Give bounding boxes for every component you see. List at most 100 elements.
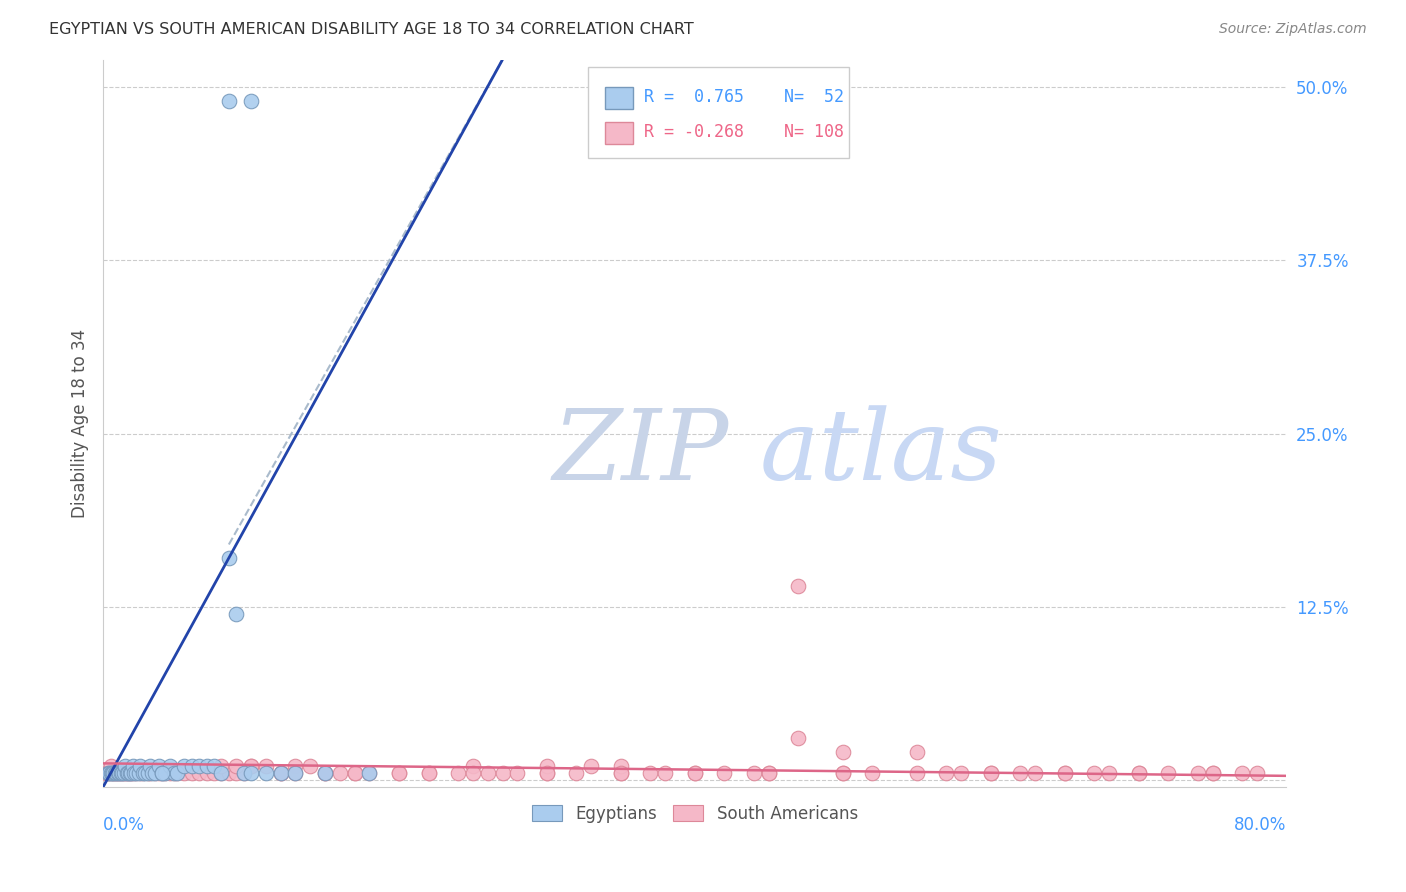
- Text: Source: ZipAtlas.com: Source: ZipAtlas.com: [1219, 22, 1367, 37]
- Point: [225, 759, 247, 773]
- Point: [980, 766, 1002, 780]
- Point: [98, 766, 121, 780]
- Point: [1024, 766, 1046, 780]
- Point: [150, 766, 173, 780]
- Point: [1187, 766, 1209, 780]
- Point: [163, 766, 186, 780]
- Point: [101, 766, 124, 780]
- Point: [536, 766, 558, 780]
- Point: [254, 766, 277, 780]
- Point: [101, 766, 124, 780]
- Point: [166, 766, 188, 780]
- Point: [121, 759, 143, 773]
- Point: [831, 766, 853, 780]
- Text: R =  0.765    N=  52: R = 0.765 N= 52: [644, 88, 844, 106]
- Point: [787, 731, 810, 746]
- Point: [1053, 766, 1076, 780]
- Point: [100, 759, 122, 773]
- Point: [284, 766, 307, 780]
- Point: [211, 766, 233, 780]
- Point: [173, 766, 195, 780]
- Point: [94, 766, 117, 780]
- Point: [100, 766, 122, 780]
- FancyBboxPatch shape: [605, 122, 633, 144]
- Point: [139, 759, 162, 773]
- Point: [173, 759, 195, 773]
- Point: [831, 745, 853, 759]
- Point: [240, 759, 263, 773]
- Point: [129, 759, 152, 773]
- Point: [105, 766, 128, 780]
- Point: [107, 766, 129, 780]
- Point: [159, 759, 181, 773]
- Point: [107, 766, 129, 780]
- Point: [359, 766, 381, 780]
- Point: [155, 766, 177, 780]
- Point: [225, 766, 247, 780]
- Point: [150, 766, 173, 780]
- Point: [110, 766, 132, 780]
- Point: [180, 766, 202, 780]
- Point: [163, 766, 186, 780]
- Point: [254, 759, 277, 773]
- Point: [202, 759, 225, 773]
- Point: [111, 766, 134, 780]
- Point: [155, 766, 177, 780]
- Point: [1128, 766, 1150, 780]
- Point: [447, 766, 470, 780]
- Point: [232, 766, 254, 780]
- Point: [299, 759, 322, 773]
- Point: [150, 766, 173, 780]
- Point: [136, 766, 159, 780]
- Point: [758, 766, 780, 780]
- Text: atlas: atlas: [759, 405, 1002, 500]
- Point: [491, 766, 513, 780]
- Point: [329, 766, 352, 780]
- Point: [141, 766, 163, 780]
- Point: [128, 766, 150, 780]
- Point: [284, 766, 307, 780]
- Point: [108, 766, 131, 780]
- Point: [188, 759, 211, 773]
- Point: [218, 766, 240, 780]
- Point: [97, 766, 120, 780]
- Point: [1010, 766, 1032, 780]
- Legend: Egyptians, South Americans: Egyptians, South Americans: [524, 798, 865, 830]
- Point: [610, 766, 633, 780]
- Point: [905, 745, 928, 759]
- Point: [240, 759, 263, 773]
- Point: [115, 766, 138, 780]
- Point: [124, 766, 146, 780]
- Point: [935, 766, 957, 780]
- Point: [108, 766, 131, 780]
- Point: [105, 766, 128, 780]
- Point: [477, 766, 499, 780]
- Point: [314, 766, 336, 780]
- Point: [787, 579, 810, 593]
- Point: [110, 766, 132, 780]
- Text: R = -0.268    N= 108: R = -0.268 N= 108: [644, 123, 844, 141]
- Point: [148, 759, 170, 773]
- Point: [202, 766, 225, 780]
- Point: [225, 607, 247, 621]
- Point: [136, 766, 159, 780]
- Text: EGYPTIAN VS SOUTH AMERICAN DISABILITY AGE 18 TO 34 CORRELATION CHART: EGYPTIAN VS SOUTH AMERICAN DISABILITY AG…: [49, 22, 695, 37]
- Point: [640, 766, 662, 780]
- Point: [98, 766, 121, 780]
- Point: [211, 759, 233, 773]
- Point: [1201, 766, 1223, 780]
- Point: [115, 766, 138, 780]
- Point: [1157, 766, 1180, 780]
- Point: [1128, 766, 1150, 780]
- Point: [1230, 766, 1253, 780]
- Point: [112, 766, 135, 780]
- Point: [610, 766, 633, 780]
- Point: [218, 551, 240, 566]
- Point: [388, 766, 411, 780]
- Point: [218, 94, 240, 108]
- Point: [758, 766, 780, 780]
- Point: [120, 766, 142, 780]
- Point: [536, 766, 558, 780]
- Point: [581, 759, 603, 773]
- Point: [418, 766, 440, 780]
